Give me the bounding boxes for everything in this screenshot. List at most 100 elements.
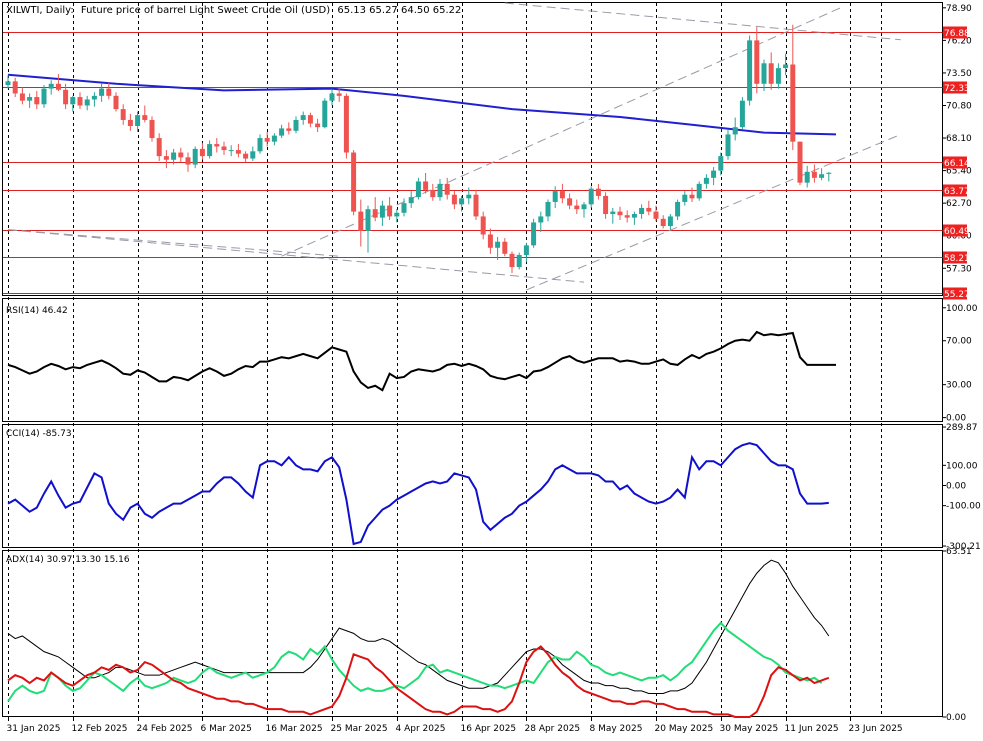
trend-channel-4: [504, 2, 901, 41]
candle-61: [444, 177, 450, 200]
candle-body: [487, 234, 493, 248]
candle-101: [732, 117, 738, 141]
candle-39: [286, 122, 292, 135]
candle-body: [804, 171, 810, 183]
candle-body: [444, 183, 450, 195]
candle-body: [77, 97, 83, 106]
candle-body: [99, 88, 105, 96]
symbol-label: XILWTI, Daily:: [6, 5, 74, 16]
candle-5: [41, 84, 47, 108]
candle-body: [459, 198, 465, 205]
x-tick-label-0: 31 Jan 2025: [7, 724, 61, 734]
candle-body: [106, 88, 112, 96]
level-label-2: 66.14: [944, 159, 970, 169]
cci-y-tick-label-1: 100.00: [946, 461, 978, 471]
level-label-3: 63.77: [944, 187, 970, 197]
candle-body: [178, 152, 184, 158]
x-tick-label-1: 12 Feb 2025: [72, 724, 128, 734]
candle-80: [581, 201, 587, 218]
moving-average-line: [7, 73, 837, 136]
candle-21: [156, 133, 162, 161]
candle-30: [221, 141, 227, 155]
candle-body: [163, 156, 169, 160]
rsi-title: RSI(14) 46.42: [6, 306, 68, 316]
candle-76: [552, 186, 558, 208]
candle-body: [718, 156, 724, 171]
cci-panel-frame: [2, 424, 943, 548]
candle-body: [617, 211, 623, 216]
candle-53: [387, 197, 393, 221]
candle-24: [178, 147, 184, 163]
candle-48: [351, 150, 357, 216]
candle-body: [466, 194, 472, 199]
candle-67: [487, 228, 493, 254]
adx-y-tick-label-1: 0.00: [946, 713, 966, 723]
candle-56: [408, 191, 414, 208]
candle-body: [264, 138, 270, 142]
candle-body: [552, 191, 558, 202]
candle-body: [243, 153, 249, 159]
x-tick-label-12: 11 Jun 2025: [785, 724, 839, 734]
candle-70: [509, 251, 515, 274]
candle-body: [423, 181, 429, 190]
candle-65: [473, 189, 479, 221]
candle-body: [682, 194, 688, 202]
cci-y-tick-label-0: 289.87: [946, 423, 978, 433]
candle-body: [559, 191, 565, 199]
candle-23: [171, 148, 177, 165]
candle-body: [113, 95, 119, 110]
candle-body: [372, 209, 378, 218]
candle-body: [34, 97, 40, 105]
candle-body: [329, 93, 335, 101]
candle-body: [336, 93, 342, 96]
candle-12: [91, 92, 97, 107]
candle-body: [739, 100, 745, 128]
instrument-description: Future price of barrel Light Sweet Crude…: [81, 5, 330, 16]
candle-16: [120, 104, 126, 125]
candle-body: [711, 170, 717, 178]
adx-panel: 63.51 0.00: [7, 547, 972, 723]
candle-body: [581, 204, 587, 210]
candle-body: [351, 152, 357, 212]
candle-42: [307, 112, 313, 128]
candle-44: [322, 98, 328, 129]
rsi-panel-frame: [2, 298, 943, 422]
x-tick-label-6: 4 Apr 2025: [396, 724, 446, 734]
rsi-y-tick-label-1: 70.00: [946, 337, 972, 347]
candle-body: [343, 95, 349, 153]
candle-108: [783, 53, 789, 76]
candle-83: [603, 192, 609, 219]
candle-body: [214, 144, 220, 147]
candle-34: [250, 146, 256, 161]
cci-y-tick-label-3: -100.00: [946, 502, 981, 512]
trend-channel-1: [7, 229, 585, 283]
candle-body: [286, 128, 292, 131]
candle-body: [271, 135, 277, 142]
rsi-y-tick-label-2: 30.00: [946, 381, 972, 391]
candle-body: [631, 214, 637, 218]
candle-body: [84, 99, 90, 106]
candle-38: [279, 124, 285, 139]
candle-body: [235, 150, 241, 154]
candle-52: [379, 200, 385, 227]
candle-body: [293, 119, 299, 131]
candle-body: [588, 188, 594, 205]
candle-body: [63, 89, 69, 105]
candle-body: [279, 128, 285, 136]
level-label-bg-5: [943, 251, 967, 264]
candle-22: [163, 150, 169, 169]
rsi-panel: 100.00 70.00 30.00 0.00: [7, 304, 978, 424]
candle-100: [725, 129, 731, 160]
candle-49: [358, 199, 364, 247]
candle-body: [667, 216, 673, 227]
candle-20: [149, 116, 155, 142]
candle-114: [826, 172, 832, 182]
x-tick-label-5: 25 Mar 2025: [331, 724, 388, 734]
level-label-bg-6: [943, 287, 967, 300]
candle-body: [315, 123, 321, 128]
candle-91: [660, 215, 666, 229]
candle-33: [243, 151, 249, 163]
candle-103: [747, 35, 753, 106]
